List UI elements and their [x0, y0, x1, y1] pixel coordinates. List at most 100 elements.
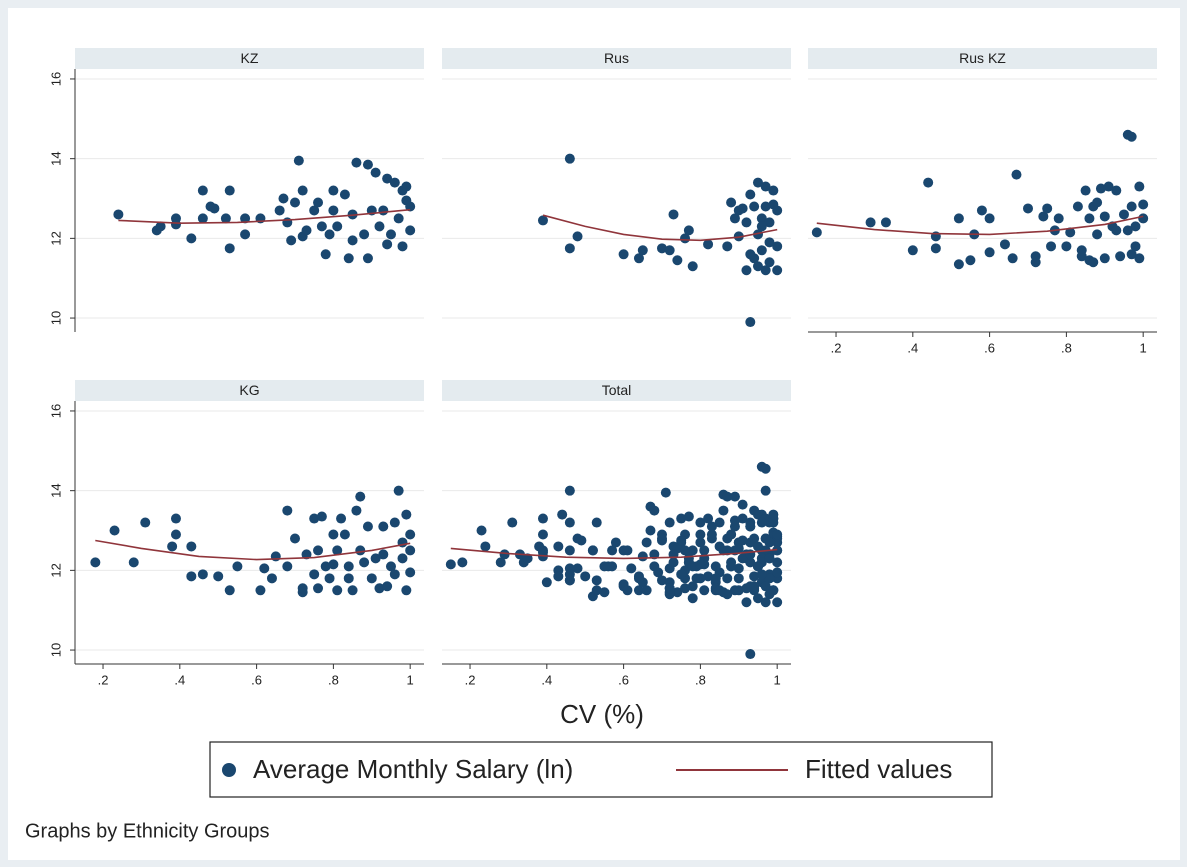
point [737, 513, 748, 524]
x-tick-label: .6 [984, 340, 995, 355]
point [1111, 225, 1122, 236]
point [1126, 201, 1137, 212]
point [370, 167, 381, 178]
plot-area [442, 69, 791, 332]
point [907, 245, 918, 256]
point [495, 557, 506, 568]
point [128, 557, 139, 568]
point [745, 189, 756, 200]
point [209, 203, 220, 214]
point [722, 491, 733, 502]
point [714, 517, 725, 528]
point [930, 243, 941, 254]
y-tick-label: 12 [48, 231, 63, 245]
point [328, 185, 339, 196]
panel-title: Total [602, 382, 632, 398]
x-tick-label: .8 [328, 672, 339, 687]
point [293, 155, 304, 166]
point [591, 585, 602, 596]
point [90, 557, 101, 568]
point [633, 253, 644, 264]
point [328, 529, 339, 540]
point [401, 509, 412, 520]
point [737, 203, 748, 214]
point [733, 231, 744, 242]
point [240, 229, 251, 240]
point [683, 225, 694, 236]
point [760, 463, 771, 474]
point [703, 513, 714, 524]
panel-title: KZ [241, 50, 259, 66]
point [397, 241, 408, 252]
x-tick-label: .6 [251, 672, 262, 687]
point [745, 649, 756, 660]
point [718, 505, 729, 516]
point [668, 557, 679, 568]
point [737, 553, 748, 564]
point [362, 159, 373, 170]
point [362, 521, 373, 532]
point [722, 545, 733, 556]
point [374, 583, 385, 594]
point [768, 509, 779, 520]
plot-area [808, 69, 1157, 332]
point [760, 181, 771, 192]
point [553, 541, 564, 552]
point [286, 235, 297, 246]
point [656, 533, 667, 544]
plot-area [75, 69, 424, 332]
point [772, 205, 783, 216]
point [359, 229, 370, 240]
point [1022, 203, 1033, 214]
point [749, 201, 760, 212]
point [339, 189, 350, 200]
point [599, 561, 610, 572]
point [320, 561, 331, 572]
point [339, 529, 350, 540]
point [170, 513, 181, 524]
point [197, 569, 208, 580]
point [618, 545, 629, 556]
panel-strip [442, 48, 791, 69]
point [197, 185, 208, 196]
point [1038, 211, 1049, 222]
x-axis-label: CV (%) [560, 699, 644, 729]
point [706, 521, 717, 532]
point [328, 205, 339, 216]
point [760, 485, 771, 496]
point [680, 583, 691, 594]
point [405, 529, 416, 540]
point [764, 537, 775, 548]
point [1122, 225, 1133, 236]
point [355, 491, 366, 502]
point [672, 587, 683, 598]
point [405, 225, 416, 236]
point [186, 571, 197, 582]
point [213, 571, 224, 582]
point [752, 593, 763, 604]
point [1084, 213, 1095, 224]
point [741, 265, 752, 276]
point [282, 505, 293, 516]
y-tick-label: 12 [48, 563, 63, 577]
point [313, 197, 324, 208]
point [695, 559, 706, 570]
point [699, 545, 710, 556]
x-tick-label: .4 [907, 340, 918, 355]
point [553, 571, 564, 582]
point [301, 225, 312, 236]
panel-strip [75, 380, 424, 401]
point [710, 561, 721, 572]
fit-line [450, 547, 778, 560]
point [259, 563, 270, 574]
point [645, 525, 656, 536]
point [722, 573, 733, 584]
point [703, 571, 714, 582]
point [282, 561, 293, 572]
x-tick-label: 1 [1140, 340, 1147, 355]
point [1061, 241, 1072, 252]
point [274, 205, 285, 216]
point [224, 585, 235, 596]
point [385, 229, 396, 240]
point [282, 217, 293, 228]
